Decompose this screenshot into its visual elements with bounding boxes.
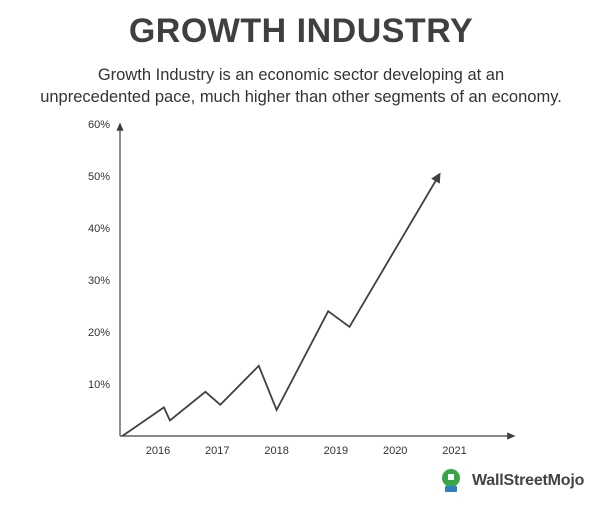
wallstreetmojo-logo: WallStreetMojo — [436, 466, 584, 496]
x-tick-label: 2019 — [324, 445, 348, 457]
x-tick-label: 2016 — [146, 445, 170, 457]
subtitle-line-2: unprecedented pace, much higher than oth… — [40, 88, 562, 106]
subtitle-line-1: Growth Industry is an economic sector de… — [97, 66, 505, 84]
x-ticks: 2016 2017 2018 2019 2020 2021 — [146, 445, 467, 457]
y-ticks: 10% 20% 30% 40% 50% 60% — [88, 119, 110, 391]
y-tick-label: 50% — [88, 171, 110, 183]
logo-icon — [442, 469, 460, 492]
x-tick-label: 2017 — [205, 445, 229, 457]
x-tick-label: 2021 — [442, 445, 466, 457]
y-tick-label: 30% — [88, 275, 110, 287]
series-group — [121, 172, 441, 437]
growth-line — [121, 172, 441, 437]
y-tick-label: 10% — [88, 379, 110, 391]
y-tick-label: 60% — [88, 119, 110, 131]
page-subtitle: Growth Industry is an economic sector de… — [10, 64, 592, 108]
x-tick-label: 2018 — [264, 445, 288, 457]
logo-text: WallStreetMojo — [472, 472, 585, 489]
x-tick-label: 2020 — [383, 445, 407, 457]
y-tick-label: 40% — [88, 223, 110, 235]
y-tick-label: 20% — [88, 327, 110, 339]
page-title: GROWTH INDUSTRY — [128, 12, 474, 50]
